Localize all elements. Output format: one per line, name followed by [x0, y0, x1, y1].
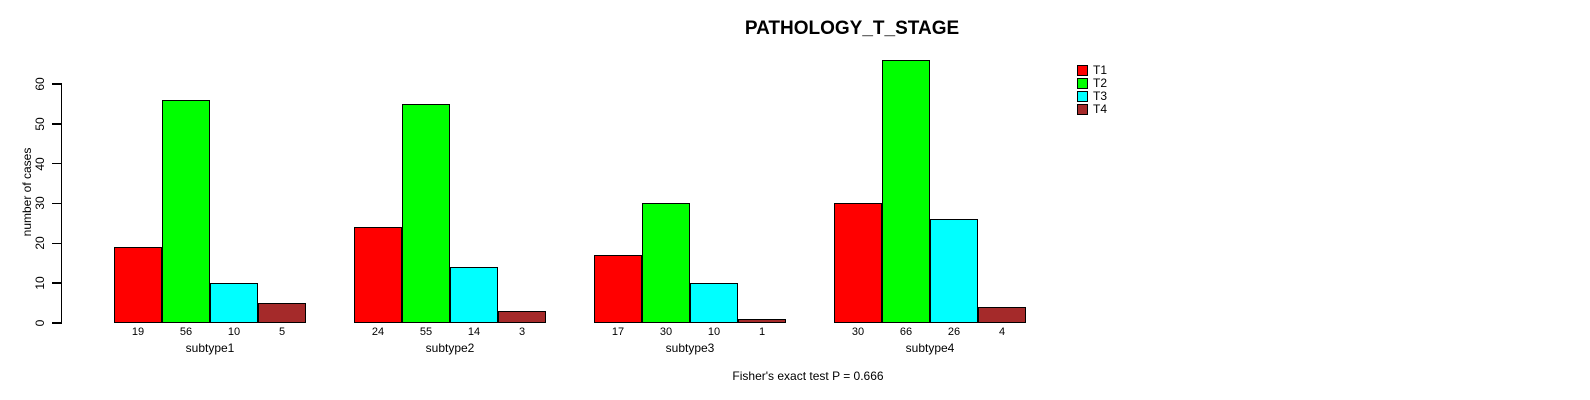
bar-t4-subtype1 [258, 303, 306, 323]
y-axis-tick-label: 50 [33, 117, 47, 131]
legend-label-t2: T2 [1093, 76, 1108, 90]
bar-t2-subtype1 [162, 99, 210, 323]
bar-t3-subtype2 [450, 267, 498, 323]
bar-t1-subtype2 [354, 227, 402, 323]
bar-value-label: 10 [227, 326, 241, 338]
bar-value-label: 30 [851, 326, 865, 338]
y-axis-tick-label: 40 [33, 156, 47, 171]
bar-value-label: 30 [659, 326, 673, 338]
y-axis-tick-label: 20 [33, 236, 47, 250]
legend-swatch-t2 [1077, 78, 1088, 89]
y-axis-tick-label: 30 [33, 196, 47, 211]
legend-swatch-t1 [1077, 65, 1088, 76]
y-axis-tick [52, 202, 62, 205]
legend-label-t4: T4 [1093, 102, 1108, 116]
y-axis-tick [52, 162, 62, 165]
bar-value-label: 26 [947, 326, 961, 338]
legend-row-t3: T3 [1077, 89, 1108, 103]
y-axis-tick [52, 123, 62, 125]
y-axis-tick-label: 60 [33, 77, 47, 91]
bar-value-label: 4 [998, 326, 1006, 338]
bar-value-label: 1 [758, 326, 766, 338]
y-axis-tick [52, 83, 62, 85]
y-axis-label: number of cases [20, 147, 34, 237]
category-label-subtype4: subtype4 [905, 341, 955, 355]
category-label-subtype1: subtype1 [185, 341, 235, 355]
legend-row-t1: T1 [1077, 63, 1108, 77]
bar-t1-subtype3 [594, 255, 642, 323]
bar-t4-subtype3 [738, 319, 786, 323]
legend-row-t4: T4 [1077, 102, 1108, 116]
bar-t2-subtype3 [642, 203, 690, 323]
legend-row-t2: T2 [1077, 76, 1108, 90]
bar-value-label: 19 [131, 326, 145, 338]
bar-value-label: 66 [899, 326, 913, 338]
y-axis-tick-label: 10 [33, 276, 47, 290]
legend-label-t1: T1 [1093, 63, 1108, 77]
legend-swatch-t3 [1077, 91, 1088, 102]
bar-value-label: 10 [707, 326, 721, 338]
bar-value-label: 17 [611, 326, 625, 338]
bar-t2-subtype4 [882, 59, 930, 323]
y-axis-line [60, 83, 62, 325]
bar-value-label: 5 [278, 326, 286, 338]
bar-value-label: 56 [179, 326, 193, 338]
legend: T1 T2 T3 T4 [1077, 63, 1108, 116]
bar-t1-subtype4 [834, 203, 882, 323]
bar-t4-subtype2 [498, 311, 546, 323]
bar-value-label: 3 [518, 326, 526, 338]
bar-value-label: 24 [371, 326, 385, 338]
y-axis-tick-label: 0 [33, 319, 47, 327]
legend-swatch-t4 [1077, 104, 1088, 115]
category-label-subtype2: subtype2 [425, 341, 475, 355]
bar-t3-subtype1 [210, 283, 258, 323]
legend-label-t3: T3 [1093, 89, 1108, 103]
bar-t1-subtype1 [114, 247, 162, 323]
y-axis-tick [52, 242, 62, 245]
bar-t3-subtype4 [930, 219, 978, 323]
y-axis-tick [52, 322, 62, 324]
fisher-test-note: Fisher's exact test P = 0.666 [732, 369, 884, 383]
bar-t3-subtype3 [690, 283, 738, 323]
category-label-subtype3: subtype3 [665, 341, 715, 355]
y-axis-tick [52, 282, 62, 284]
bar-value-label: 55 [419, 326, 433, 338]
bar-value-label: 14 [467, 326, 481, 338]
chart-title: PATHOLOGY_T_STAGE [744, 18, 960, 39]
bar-t4-subtype4 [978, 307, 1026, 323]
bar-t2-subtype2 [402, 103, 450, 323]
